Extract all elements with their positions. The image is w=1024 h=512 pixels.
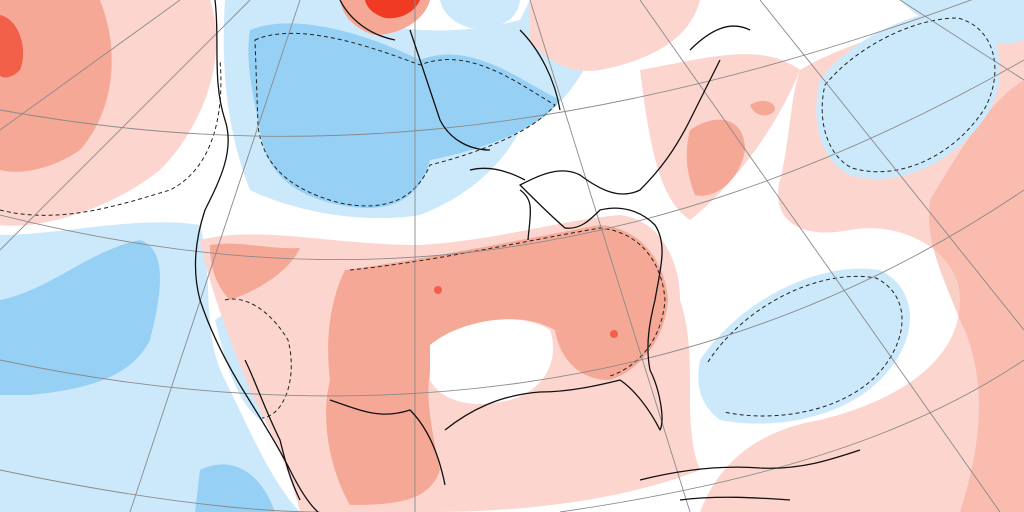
meridian: [529, 0, 691, 512]
anomaly-warm: [326, 225, 668, 505]
meridian: [759, 0, 1024, 331]
meridian: [639, 0, 1001, 512]
latitude-line: [0, 189, 1024, 397]
meridian: [0, 0, 181, 131]
contour: [821, 17, 996, 173]
contour: [0, 59, 222, 216]
anomaly-hot: [610, 330, 618, 338]
contour: [349, 227, 666, 377]
coastline: [469, 167, 526, 181]
latitude-line: [0, 59, 1024, 261]
anomaly-warm: [929, 80, 1024, 512]
coastline: [519, 29, 561, 111]
coastline: [679, 496, 791, 501]
anomaly-warm: [750, 100, 775, 116]
coastline: [519, 189, 532, 241]
anomaly-hot: [365, 0, 420, 19]
latitude-line: [559, 359, 1024, 512]
anomaly-hot: [434, 286, 442, 294]
anomaly-light-warm: [530, 0, 700, 71]
meridian: [0, 0, 251, 251]
coastline: [339, 0, 396, 41]
meridian: [899, 0, 1024, 81]
coastline: [689, 25, 751, 51]
anomaly-light-cold: [816, 10, 1000, 179]
latitude-line: [0, 0, 973, 137]
anomaly-cold: [195, 464, 275, 512]
coastline: [444, 59, 721, 431]
coastline: [639, 449, 861, 481]
anomaly-light-cold: [900, 0, 1024, 44]
anomaly-cold: [0, 240, 160, 395]
anomaly-light-cold: [698, 268, 910, 424]
contour: [254, 32, 556, 207]
coastline: [244, 359, 301, 501]
contour: [224, 298, 292, 419]
coastline: [329, 399, 446, 486]
anomaly-warm: [0, 0, 112, 172]
anomaly-warm: [686, 119, 745, 196]
meridian: [129, 0, 301, 512]
coastline: [409, 29, 491, 151]
contour: [707, 275, 903, 417]
anomaly-hot: [0, 15, 24, 78]
anomaly-light-cold: [440, 0, 520, 29]
anomaly-cold: [248, 23, 560, 208]
